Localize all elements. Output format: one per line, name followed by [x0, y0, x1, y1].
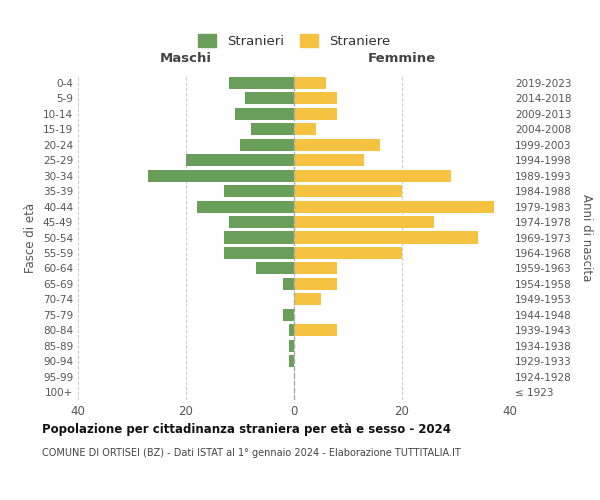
- Bar: [294, 138, 380, 150]
- Bar: [289, 340, 294, 352]
- Bar: [294, 200, 494, 212]
- Bar: [283, 278, 294, 290]
- Bar: [294, 216, 434, 228]
- Bar: [294, 324, 337, 336]
- Bar: [224, 185, 294, 197]
- Bar: [235, 108, 294, 120]
- Y-axis label: Anni di nascita: Anni di nascita: [580, 194, 593, 281]
- Bar: [289, 356, 294, 368]
- Bar: [229, 76, 294, 89]
- Bar: [148, 170, 294, 181]
- Text: Maschi: Maschi: [160, 52, 212, 65]
- Bar: [251, 123, 294, 135]
- Bar: [186, 154, 294, 166]
- Text: COMUNE DI ORTISEI (BZ) - Dati ISTAT al 1° gennaio 2024 - Elaborazione TUTTITALIA: COMUNE DI ORTISEI (BZ) - Dati ISTAT al 1…: [42, 448, 461, 458]
- Bar: [240, 138, 294, 150]
- Bar: [283, 309, 294, 321]
- Bar: [294, 123, 316, 135]
- Legend: Stranieri, Straniere: Stranieri, Straniere: [194, 30, 394, 52]
- Bar: [245, 92, 294, 104]
- Bar: [294, 278, 337, 290]
- Bar: [256, 262, 294, 274]
- Bar: [294, 108, 337, 120]
- Bar: [294, 185, 402, 197]
- Bar: [294, 76, 326, 89]
- Bar: [294, 247, 402, 259]
- Text: Popolazione per cittadinanza straniera per età e sesso - 2024: Popolazione per cittadinanza straniera p…: [42, 422, 451, 436]
- Bar: [224, 247, 294, 259]
- Bar: [289, 324, 294, 336]
- Bar: [224, 232, 294, 243]
- Bar: [294, 170, 451, 181]
- Bar: [294, 154, 364, 166]
- Bar: [294, 294, 321, 306]
- Y-axis label: Fasce di età: Fasce di età: [25, 202, 37, 272]
- Bar: [294, 92, 337, 104]
- Text: Femmine: Femmine: [368, 52, 436, 65]
- Bar: [197, 200, 294, 212]
- Bar: [294, 262, 337, 274]
- Bar: [294, 232, 478, 243]
- Bar: [229, 216, 294, 228]
